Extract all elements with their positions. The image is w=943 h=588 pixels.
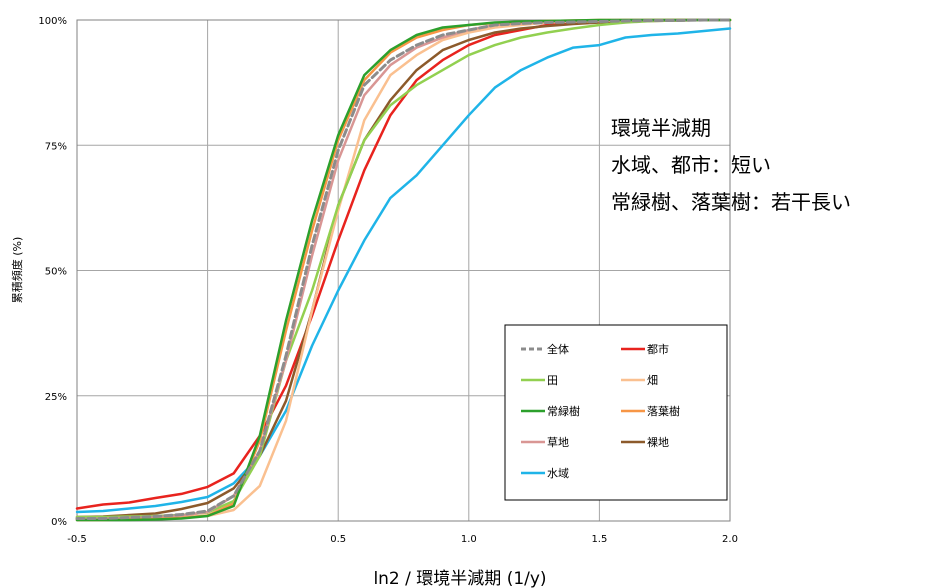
y-axis-ticks: 0% 25% 50% 75% 100%	[38, 16, 67, 528]
y-tick-label: 75%	[45, 141, 67, 152]
legend-label-4: 常緑樹	[547, 404, 580, 418]
legend-label-5: 落葉樹	[647, 404, 680, 418]
legend-label-8: 水域	[547, 467, 569, 480]
legend-label-2: 田	[547, 374, 558, 387]
x-tick-label: 1.5	[591, 534, 607, 545]
annotation-line-1: 環境半減期	[611, 116, 711, 140]
y-axis-label: 累積頻度 (%)	[10, 237, 24, 304]
x-tick-label: 0.5	[330, 534, 346, 545]
series-line-8	[75, 27, 732, 514]
legend-label-7: 裸地	[647, 435, 669, 449]
legend-label-1: 都市	[647, 342, 669, 356]
y-tick-label: 100%	[38, 16, 67, 27]
x-tick-label: -0.5	[67, 534, 87, 545]
x-axis-label: ln2 / 環境半減期 (1/y)	[373, 569, 546, 588]
x-axis-ticks: -0.5 0.0 0.5 1.0 1.5 2.0	[67, 534, 738, 545]
annotation-line-3: 常緑樹、落葉樹：若干長い	[611, 190, 851, 214]
series-line-0	[75, 18, 732, 520]
x-tick-label: 0.0	[200, 534, 216, 545]
x-tick-label: 1.0	[461, 534, 477, 545]
legend-label-0: 全体	[547, 342, 569, 356]
y-tick-label: 50%	[45, 267, 67, 278]
y-tick-label: 0%	[51, 517, 67, 528]
legend-label-6: 草地	[547, 436, 569, 449]
y-tick-label: 25%	[45, 392, 67, 403]
x-tick-label: 2.0	[722, 534, 738, 545]
legend-box	[504, 324, 728, 501]
series-lines	[75, 18, 732, 522]
annotation-line-2: 水域、都市：短い	[611, 153, 771, 177]
series-line-4	[75, 18, 732, 522]
plot-frame	[76, 19, 731, 522]
legend-label-3: 畑	[647, 374, 658, 387]
